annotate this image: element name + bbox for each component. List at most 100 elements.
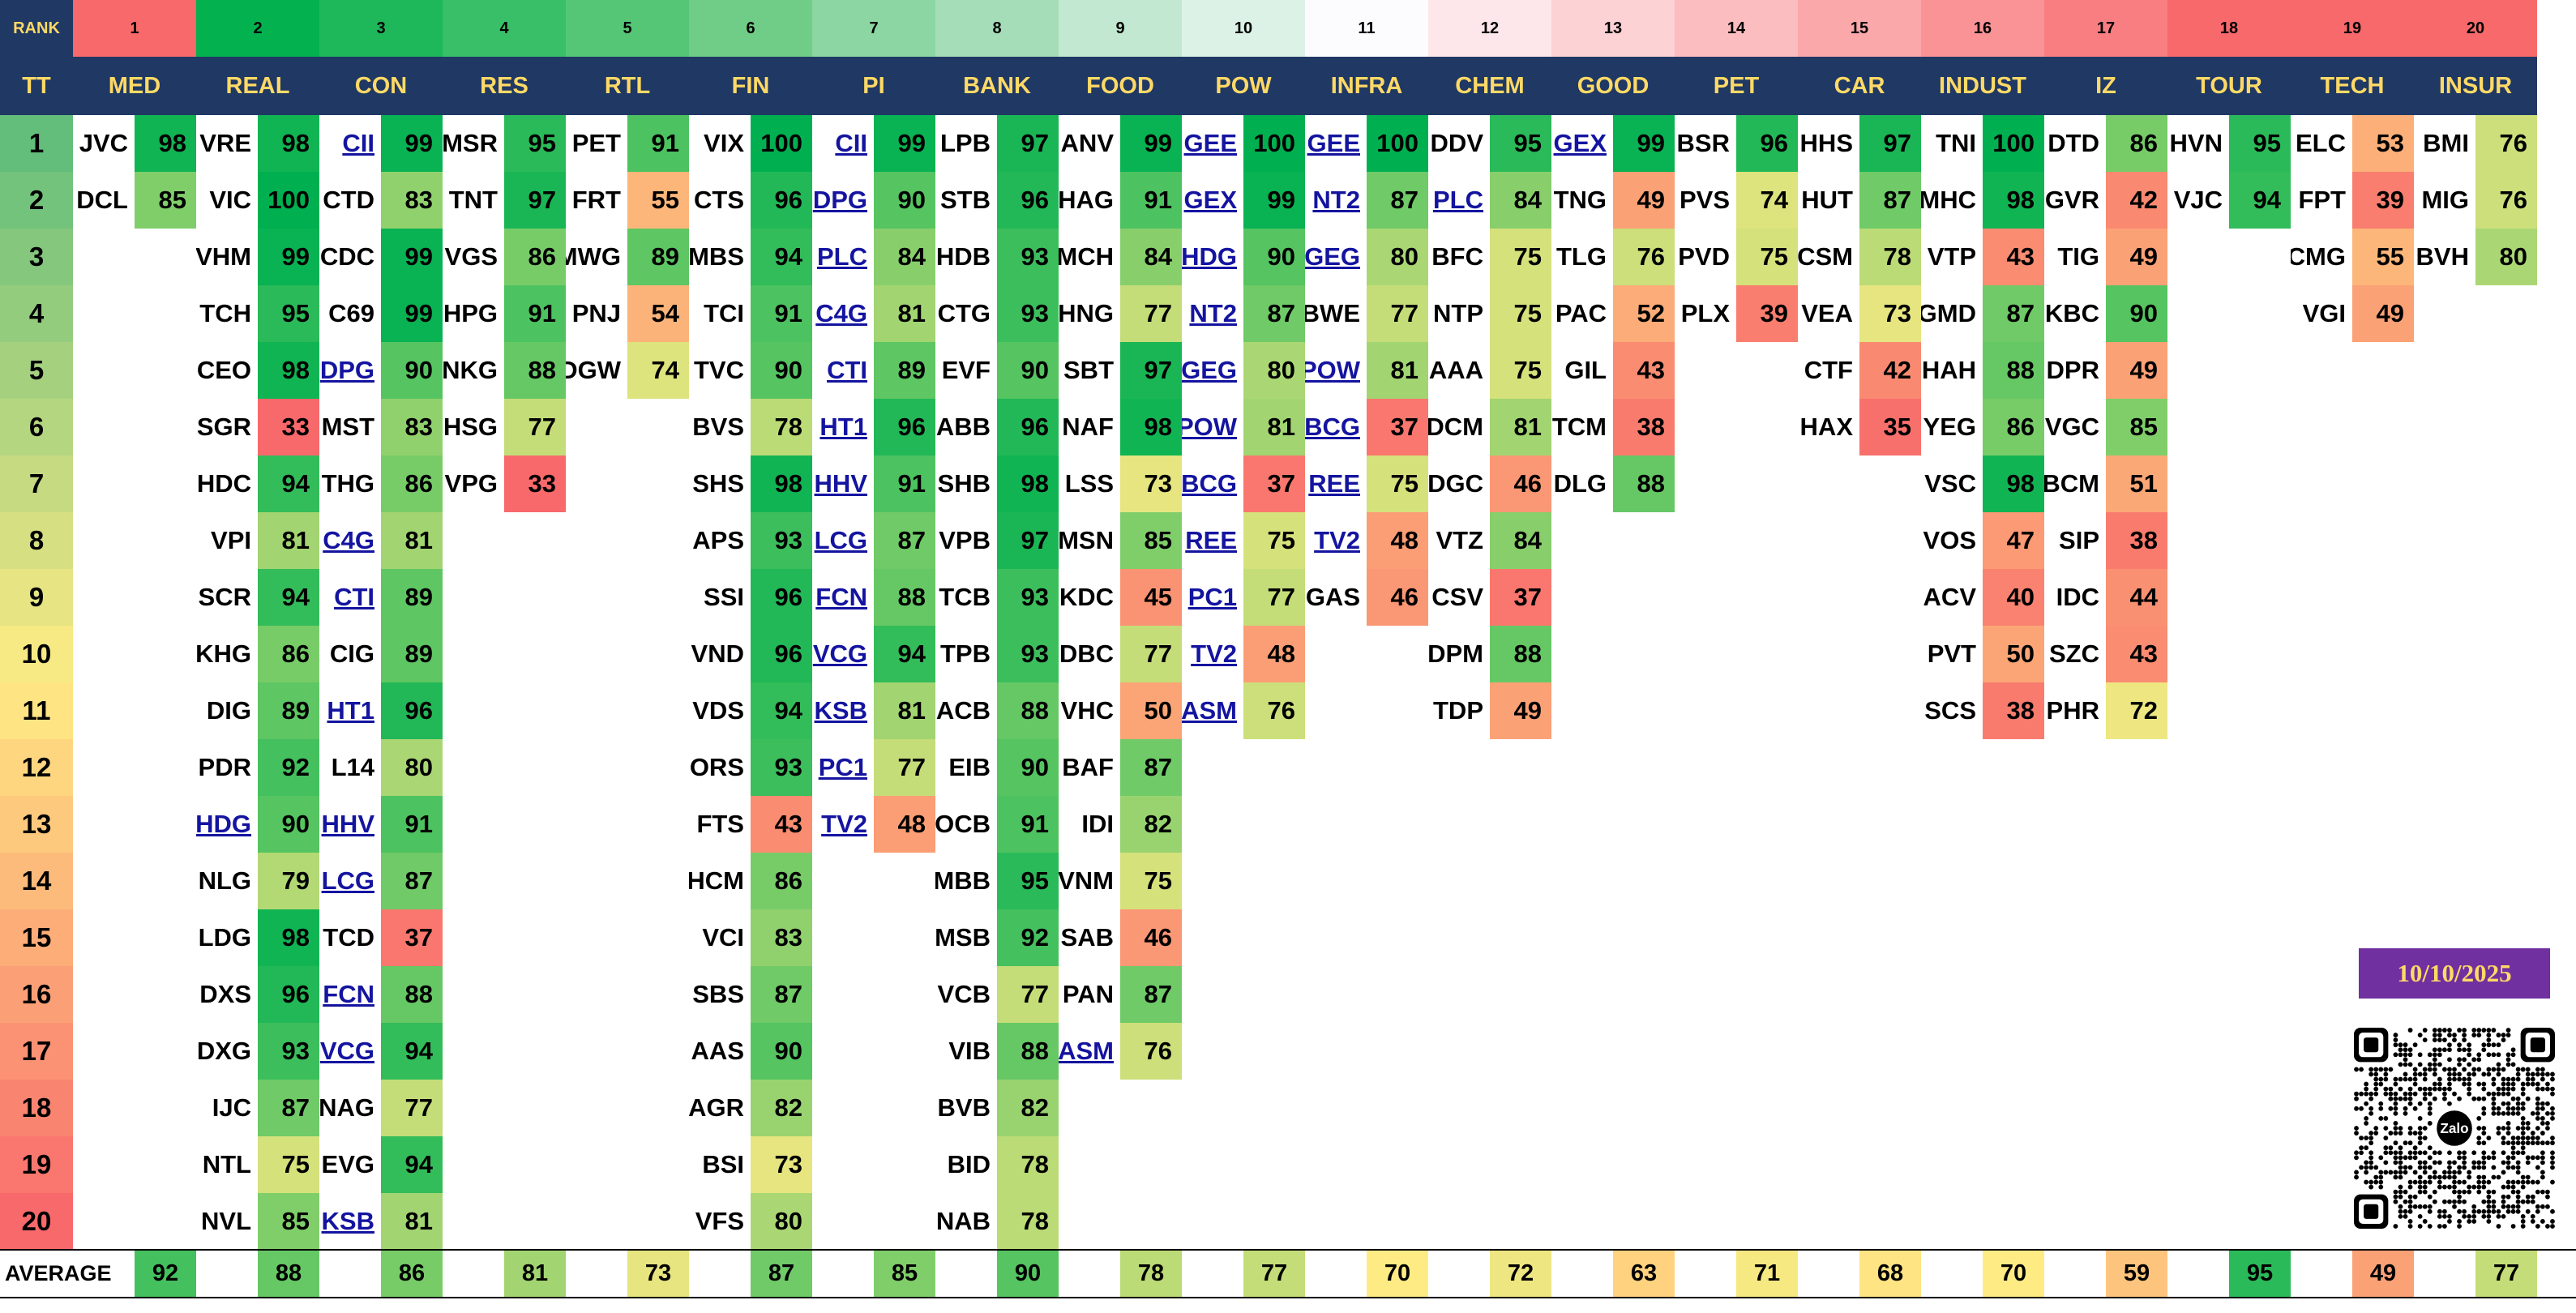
score-cell: 90 xyxy=(2106,285,2167,342)
ticker-bcg[interactable]: BCG xyxy=(1305,413,1360,441)
ticker-asm[interactable]: ASM xyxy=(1182,696,1237,725)
score-cell: 88 xyxy=(1490,626,1551,682)
row-number: 12 xyxy=(0,739,73,796)
ticker-cii[interactable]: CII xyxy=(342,129,374,157)
score-cell: 40 xyxy=(1983,569,2044,626)
ticker-tv2[interactable]: TV2 xyxy=(1314,526,1360,554)
sector-header-car[interactable]: CAR xyxy=(1798,57,1921,115)
ticker-fcn[interactable]: FCN xyxy=(815,583,867,611)
ticker-dpg[interactable]: DPG xyxy=(319,356,374,384)
ticker-tv2[interactable]: TV2 xyxy=(1191,639,1237,668)
ticker-ceo: CEO xyxy=(196,356,251,384)
sector-header-iz[interactable]: IZ xyxy=(2044,57,2167,115)
ticker-pow[interactable]: POW xyxy=(1182,413,1237,441)
ticker-pdr: PDR xyxy=(198,753,251,781)
score-cell: 38 xyxy=(2106,512,2167,569)
sector-header-res[interactable]: RES xyxy=(443,57,566,115)
ticker-pvd: PVD xyxy=(1678,242,1730,271)
score-cell: 89 xyxy=(381,569,443,626)
score-cell: 99 xyxy=(874,115,935,172)
score-cell: 93 xyxy=(997,229,1059,285)
ticker-pow[interactable]: POW xyxy=(1305,356,1360,384)
score-cell: 93 xyxy=(751,512,812,569)
score-cell: 93 xyxy=(258,1023,319,1080)
sector-header-good[interactable]: GOOD xyxy=(1551,57,1675,115)
sector-header-rtl[interactable]: RTL xyxy=(566,57,689,115)
ticker-ht1[interactable]: HT1 xyxy=(819,413,867,441)
sector-header-fin[interactable]: FIN xyxy=(689,57,812,115)
sector-header-tech[interactable]: TECH xyxy=(2291,57,2414,115)
score-cell: 39 xyxy=(1736,285,1798,342)
ticker-gex[interactable]: GEX xyxy=(1553,129,1607,157)
score-cell: 86 xyxy=(751,853,812,909)
ticker-vsc: VSC xyxy=(1924,469,1976,498)
sector-header-indust[interactable]: INDUST xyxy=(1921,57,2044,115)
ticker-geg[interactable]: GEG xyxy=(1305,242,1360,271)
score-cell: 73 xyxy=(1120,455,1182,512)
score-cell: 90 xyxy=(997,342,1059,399)
score-cell: 78 xyxy=(997,1193,1059,1250)
ticker-jvc: JVC xyxy=(79,129,128,157)
ticker-bcg[interactable]: BCG xyxy=(1182,469,1237,498)
sector-header-food[interactable]: FOOD xyxy=(1059,57,1182,115)
ticker-gee[interactable]: GEE xyxy=(1307,129,1360,157)
score-cell: 97 xyxy=(504,172,566,229)
score-cell: 81 xyxy=(874,285,935,342)
score-cell: 78 xyxy=(1859,229,1921,285)
row-number: 17 xyxy=(0,1023,73,1080)
ticker-vcg[interactable]: VCG xyxy=(319,1037,374,1065)
sector-header-infra[interactable]: INFRA xyxy=(1305,57,1428,115)
score-cell: 78 xyxy=(751,399,812,455)
sector-header-bank[interactable]: BANK xyxy=(935,57,1059,115)
ticker-plc[interactable]: PLC xyxy=(1433,186,1483,214)
sector-header-real[interactable]: REAL xyxy=(196,57,319,115)
ticker-hdg[interactable]: HDG xyxy=(1182,242,1237,271)
ticker-csm: CSM xyxy=(1798,242,1853,271)
ticker-cti[interactable]: CTI xyxy=(334,583,374,611)
ticker-ksb[interactable]: KSB xyxy=(814,696,867,725)
sector-header-insur[interactable]: INSUR xyxy=(2414,57,2537,115)
ticker-dpg[interactable]: DPG xyxy=(812,186,867,214)
ticker-fcn[interactable]: FCN xyxy=(323,980,374,1008)
ticker-pc1[interactable]: PC1 xyxy=(1187,583,1237,611)
ticker-gex[interactable]: GEX xyxy=(1183,186,1237,214)
score-cell: 98 xyxy=(135,115,196,172)
sector-header-pow[interactable]: POW xyxy=(1182,57,1305,115)
ticker-c4g[interactable]: C4G xyxy=(323,526,374,554)
ticker-lcg[interactable]: LCG xyxy=(321,866,374,895)
zalo-qr-code[interactable]: Zalo xyxy=(2354,1028,2555,1229)
ticker-ksb[interactable]: KSB xyxy=(321,1207,374,1235)
ticker-vcg[interactable]: VCG xyxy=(812,639,867,668)
sector-header-pet[interactable]: PET xyxy=(1675,57,1798,115)
ticker-c69: C69 xyxy=(328,299,374,327)
ticker-plc[interactable]: PLC xyxy=(817,242,867,271)
sector-header-chem[interactable]: CHEM xyxy=(1428,57,1551,115)
ticker-nt2[interactable]: NT2 xyxy=(1312,186,1360,214)
ticker-tv2[interactable]: TV2 xyxy=(821,810,867,838)
score-cell: 74 xyxy=(1736,172,1798,229)
ticker-evf: EVF xyxy=(941,356,991,384)
ticker-gee[interactable]: GEE xyxy=(1183,129,1237,157)
sector-header-tour[interactable]: TOUR xyxy=(2167,57,2291,115)
ticker-tdp: TDP xyxy=(1433,696,1483,725)
score-cell: 98 xyxy=(258,342,319,399)
ticker-geg[interactable]: GEG xyxy=(1182,356,1237,384)
ticker-pc1[interactable]: PC1 xyxy=(818,753,867,781)
ticker-lcg[interactable]: LCG xyxy=(814,526,867,554)
sector-header-con[interactable]: CON xyxy=(319,57,443,115)
ticker-c4g[interactable]: C4G xyxy=(815,299,867,327)
ticker-hhv[interactable]: HHV xyxy=(814,469,867,498)
ticker-hdg[interactable]: HDG xyxy=(196,810,251,838)
ticker-ht1[interactable]: HT1 xyxy=(327,696,374,725)
average-value: 90 xyxy=(997,1250,1059,1297)
ticker-ree[interactable]: REE xyxy=(1185,526,1237,554)
ticker-cii[interactable]: CII xyxy=(835,129,867,157)
ticker-asm[interactable]: ASM xyxy=(1059,1037,1114,1065)
ticker-nt2[interactable]: NT2 xyxy=(1189,299,1237,327)
sector-header-med[interactable]: MED xyxy=(73,57,196,115)
ticker-hhv[interactable]: HHV xyxy=(321,810,374,838)
score-cell: 73 xyxy=(1859,285,1921,342)
sector-header-pi[interactable]: PI xyxy=(812,57,935,115)
ticker-ree[interactable]: REE xyxy=(1308,469,1360,498)
ticker-cti[interactable]: CTI xyxy=(827,356,867,384)
